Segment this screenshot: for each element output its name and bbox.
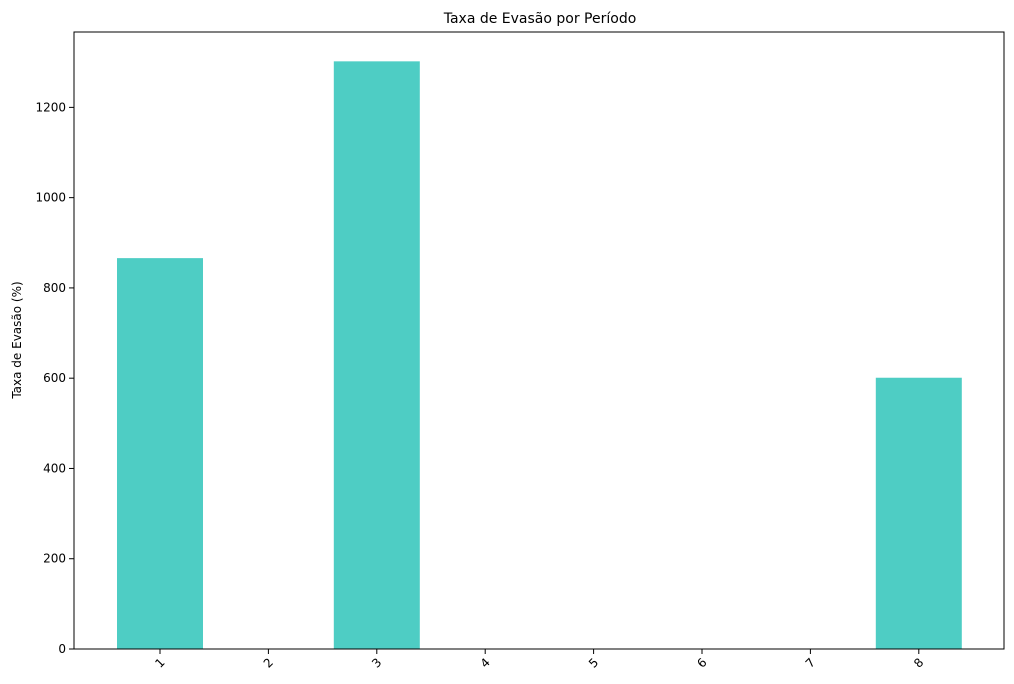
x-axis: 1 2 3 4 5 6 7 8: [152, 649, 926, 671]
chart-title: Taxa de Evasão por Período: [443, 11, 637, 27]
bar-8: [875, 377, 962, 649]
x-tick-label-3: 3: [369, 655, 384, 670]
bar-1: [117, 258, 203, 649]
x-tick-label-4: 4: [478, 655, 493, 670]
y-axis-label: Taxa de Evasão (%): [10, 281, 24, 399]
y-tick-label: 1200: [35, 100, 66, 114]
y-tick-label: 600: [43, 371, 66, 385]
y-tick-label: 0: [58, 642, 66, 656]
x-tick-label-5: 5: [586, 655, 601, 670]
y-tick-label: 800: [43, 281, 66, 295]
y-tick-label: 400: [43, 461, 66, 475]
x-tick-label-7: 7: [803, 655, 818, 670]
plot-frame: [73, 31, 1005, 650]
y-axis: 0 200 400 600 800 1000 1200: [35, 100, 74, 656]
bar-3: [333, 61, 420, 650]
x-tick-label-8: 8: [911, 655, 926, 670]
x-tick-label-1: 1: [152, 655, 167, 670]
y-tick-label: 200: [43, 552, 66, 566]
y-tick-label: 1000: [35, 191, 66, 205]
x-tick-label-6: 6: [694, 655, 709, 670]
bars-group: [117, 61, 962, 650]
x-tick-label-2: 2: [261, 655, 276, 670]
